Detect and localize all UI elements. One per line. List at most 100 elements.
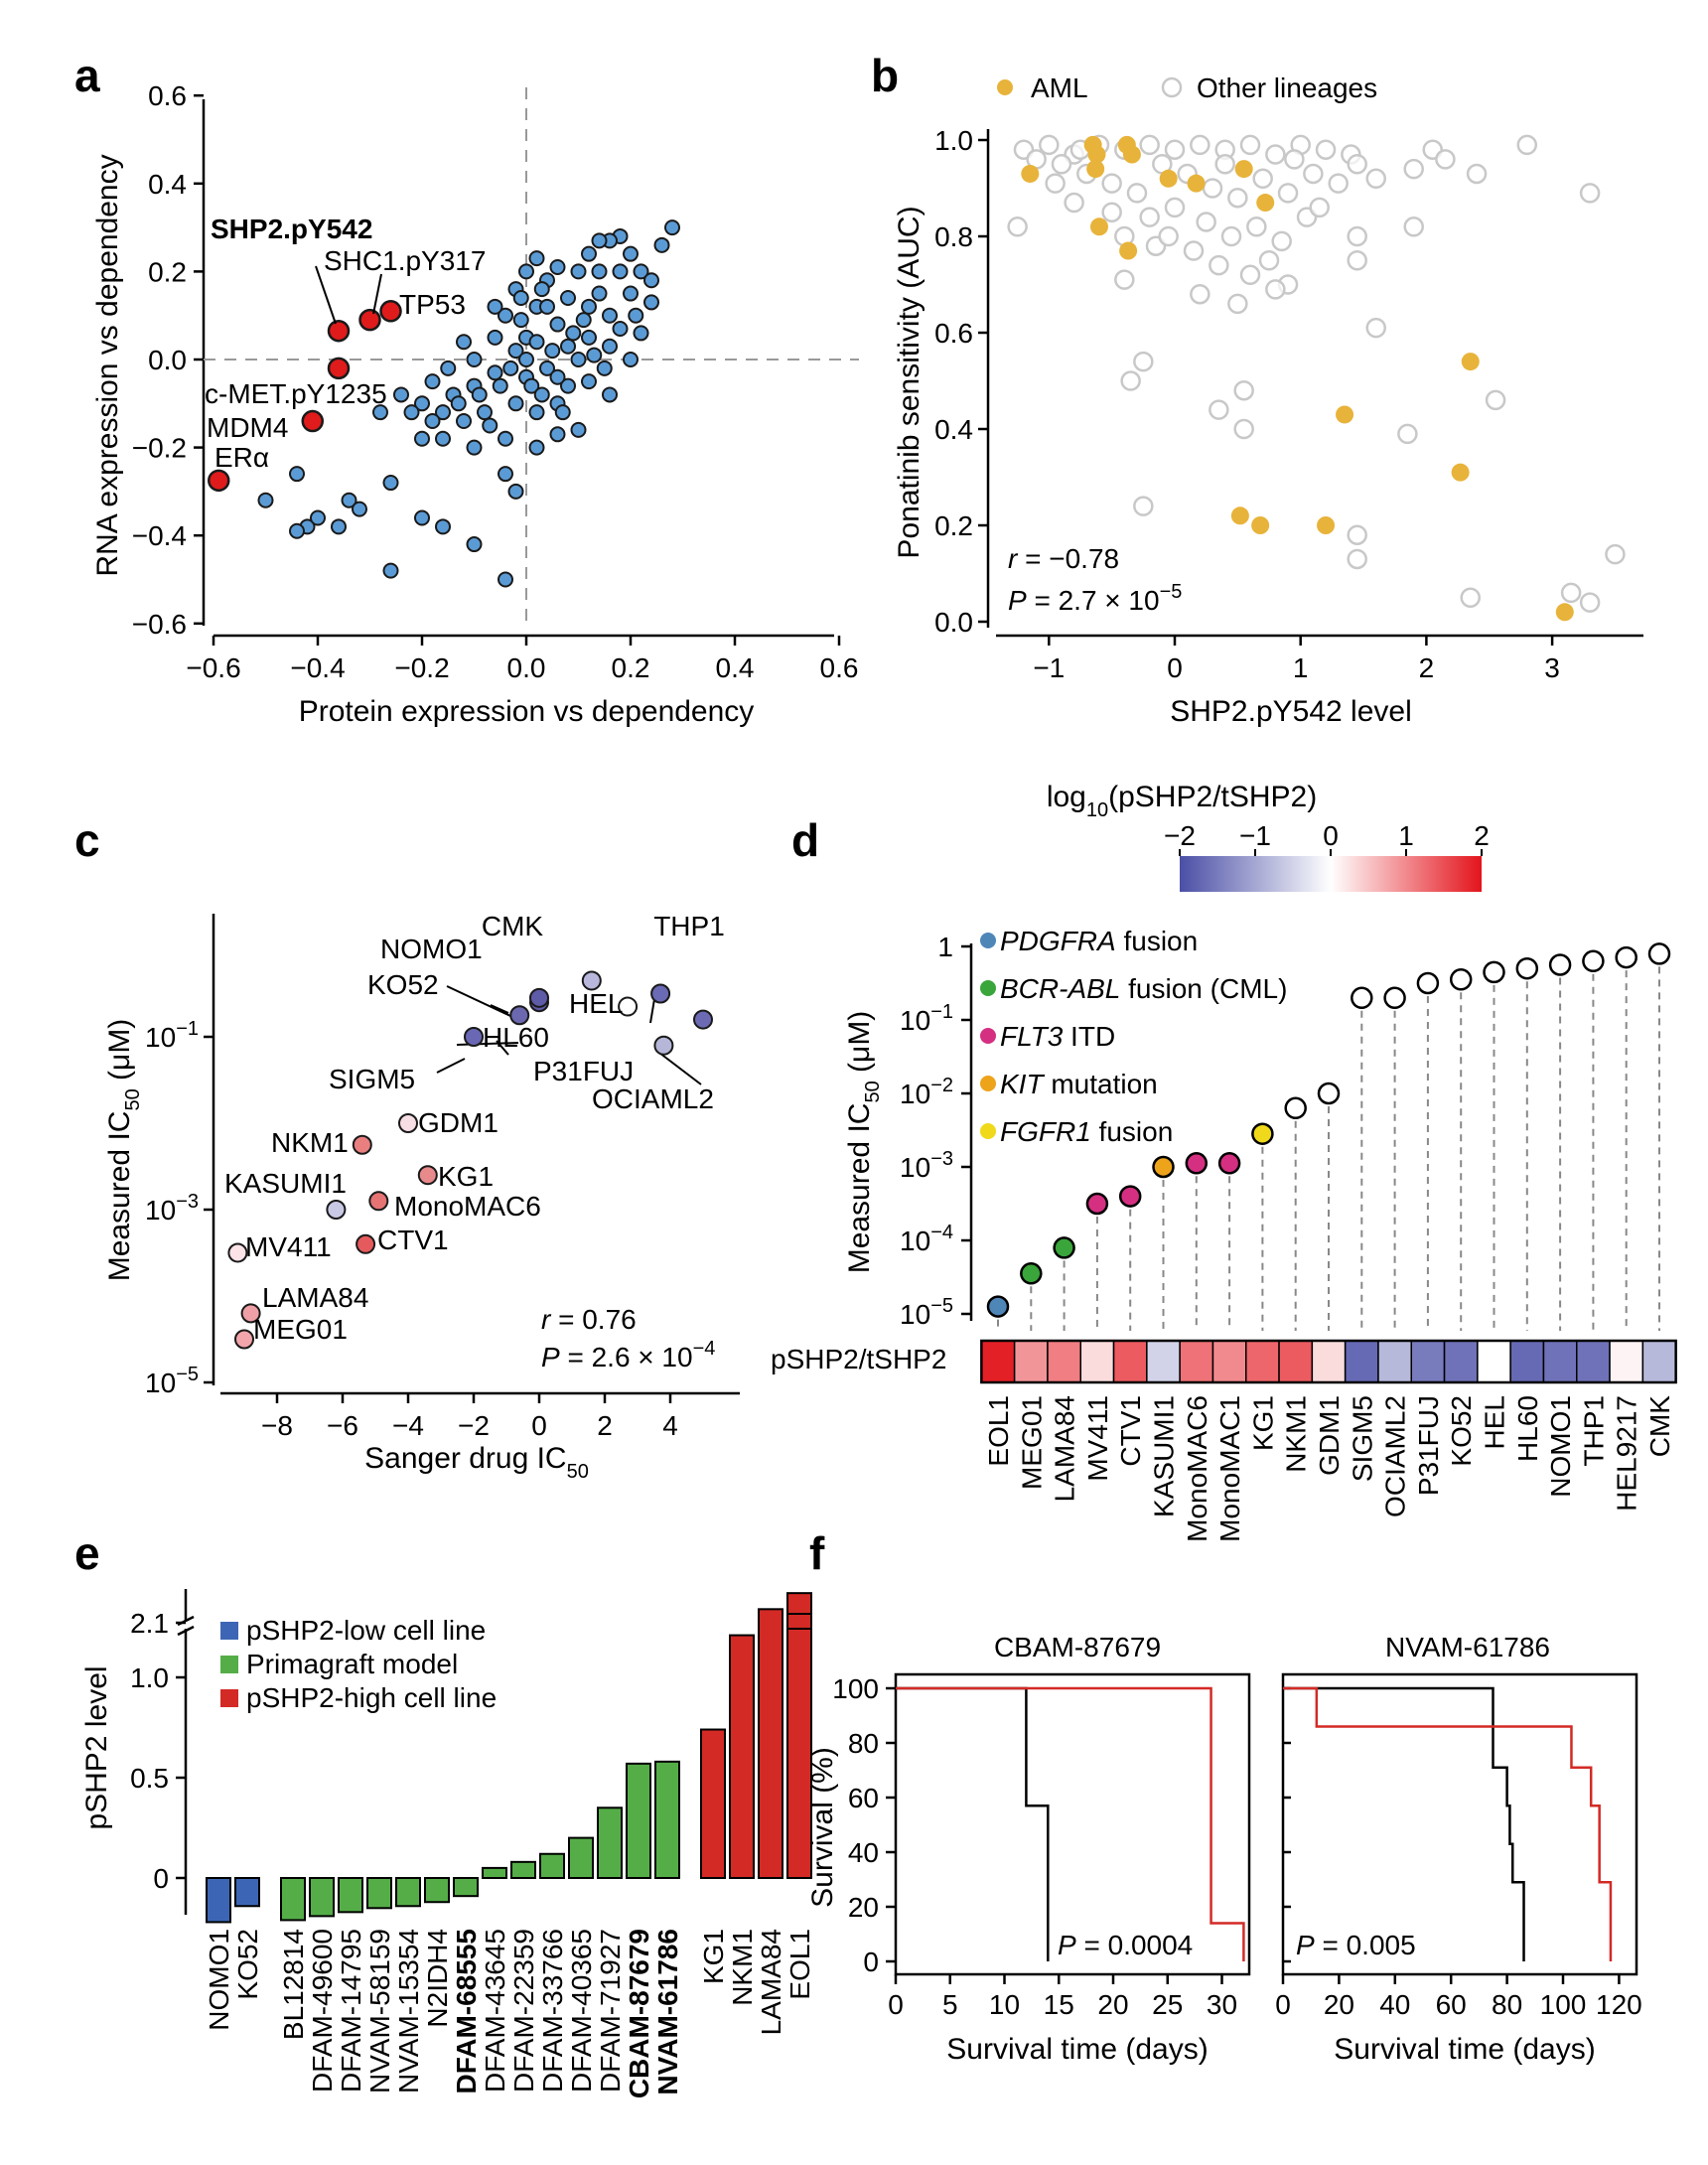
x-tick-label: 20 [1324,1989,1354,2020]
y-tick-label: 10−2 [900,1075,953,1109]
scatter-point [602,386,618,403]
y-tick-label: 0.6 [148,80,187,111]
y-tick-label: 0.5 [130,1763,169,1794]
legend-entry: pSHP2-low cell line [246,1615,486,1646]
colorbar-tick-label: −1 [1239,820,1271,851]
other-lineage-point [1126,183,1148,204]
x-tick-label: 30 [1207,1989,1237,2020]
label-lama84: LAMA84 [262,1282,368,1313]
aml-point [1187,174,1206,193]
scatter-point [289,466,305,483]
scatter-point [560,377,576,394]
colorbar-tick-label: 0 [1323,820,1339,851]
other-lineage-point [1114,269,1135,290]
scatter-point [528,439,545,456]
scatter-point [581,245,597,262]
panel-d-y-ticks: 1 10−1 10−2 10−3 10−4 10−5 [900,932,971,1330]
scatter-point [512,289,529,306]
other-lineage-point [1605,543,1626,565]
panel-b-legend-other: Other lineages [1197,72,1377,103]
other-lineage-point [1190,134,1210,156]
x-tick-label: 0 [888,1989,904,2020]
panel-d-colorbar-ticks: −2 −1 0 1 2 [1164,820,1490,856]
heat-cell [1576,1340,1611,1383]
x-label-dfam-33766: DFAM-33766 [537,1929,568,2093]
highlight-point [301,409,324,433]
x-label-nkm1: NKM1 [1281,1395,1312,1473]
other-lineage-point [1209,254,1229,276]
y-tick-label: 0.2 [934,510,973,541]
aml-point [1251,516,1270,534]
colorbar-tick-label: −2 [1164,820,1196,851]
y-tick-label: 0.4 [148,169,187,200]
aml-point [1230,506,1249,525]
panel-b-stat-r: r = −0.78 [1008,543,1119,574]
panel-b-aml-points [1021,135,1574,622]
other-lineage-point [1039,134,1060,156]
marker-ctv1 [1118,1185,1142,1208]
scatter-point [633,325,649,342]
panel-b-legend-aml: AML [1031,72,1088,103]
legend-entry: FLT3 ITD [1000,1021,1115,1052]
panel-f-right-title: NVAM-61786 [1385,1632,1550,1662]
bar-n2idh4 [424,1877,450,1904]
panel-a-label-mdm4: MDM4 [207,412,288,443]
panel-d-letter: d [791,814,819,866]
x-label-hl60: HL60 [1512,1395,1543,1462]
heat-cell [1410,1340,1446,1383]
km-curve [1283,1686,1525,1961]
y-tick-label: 2.1 [130,1608,169,1639]
label-kg1: KG1 [438,1161,494,1192]
leader-line [456,1042,519,1046]
other-lineage-point [1246,216,1267,237]
aml-point [1336,405,1354,424]
scatter-point [456,413,472,430]
bar-dfam-22359 [510,1860,536,1879]
scatter-point [570,352,587,367]
x-label-nomo1: NOMO1 [204,1929,234,2031]
aml-point [1555,603,1574,622]
x-tick-label: 100 [1540,1989,1587,2020]
x-label-bl12814: BL12814 [278,1929,309,2040]
bar-eol1 [786,1592,812,1880]
panel-f-letter: f [809,1527,825,1579]
other-lineage-point [1233,379,1254,401]
panel-a-points [257,219,680,588]
other-lineage-point [1051,154,1072,175]
x-tick-label: 2 [1419,652,1435,683]
aml-point [1234,160,1253,179]
label-p31fuj: P31FUJ [533,1056,634,1086]
heat-cell [1641,1340,1677,1383]
marker-cmk [1647,942,1671,965]
other-lineage-point [1233,418,1254,440]
scatter-point [435,404,451,421]
panel-b-letter: b [871,50,899,101]
other-lineage-point [1303,163,1324,185]
y-tick-label: 1.0 [130,1662,169,1693]
label-kasumi1: KASUMI1 [224,1168,347,1199]
y-tick-label: 1 [937,932,953,962]
marker-kg1 [1251,1122,1274,1145]
point-monomac6 [368,1191,389,1212]
y-tick-label: −0.2 [132,433,187,464]
scatter-point [570,263,587,280]
scatter-point [507,483,524,500]
other-lineage-point [1133,351,1154,372]
heat-cell [1047,1340,1081,1383]
scatter-point [623,352,639,367]
x-tick-label: 10 [989,1989,1020,2020]
panel-b-y-ticks: 1.0 0.8 0.6 0.4 0.2 0.0 [934,125,988,638]
other-lineage-point [1284,149,1305,170]
panel-d-y-label: Measured IC50 (μM) [843,1011,884,1274]
panel-e-bars [206,1592,812,1924]
other-lineage-point [1183,240,1205,261]
heat-cell [980,1340,1016,1383]
other-lineage-point [1164,197,1186,218]
x-label-kg1: KG1 [698,1929,729,1984]
x-label-monomac6: MonoMAC6 [1182,1395,1212,1542]
x-label-ctv1: CTV1 [1115,1395,1146,1467]
marker-mv411 [1085,1192,1109,1216]
x-tick-label: 0 [1275,1989,1291,2020]
